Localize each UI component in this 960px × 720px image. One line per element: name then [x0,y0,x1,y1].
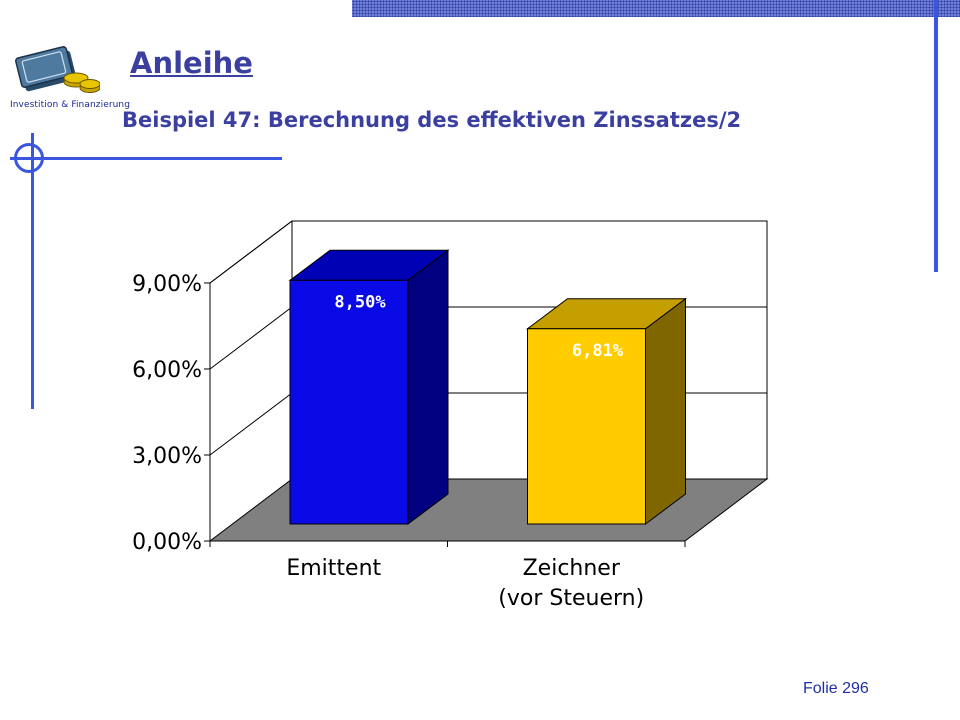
bar-side-0 [407,249,449,525]
bar-0 [289,279,409,525]
money-stack-icon [15,46,100,93]
y-tick-label-3: 9,00% [132,272,202,297]
top-decorative-band [352,0,960,17]
left-vertical-line [31,133,34,409]
bar-1 [527,328,646,525]
data-label-1: 6,81% [572,341,624,361]
slide-title: Anleihe [130,46,253,80]
y-tick-label-0: 0,00% [132,530,202,555]
x-category-label-1-0: Zeichner [523,556,621,581]
y-tick-label-2: 6,00% [132,358,202,383]
y-tick-label-1: 3,00% [132,444,202,469]
right-vertical-line [934,0,938,272]
slide-subtitle: Beispiel 47: Berechnung des effektiven Z… [122,108,742,132]
slide-number: Folie 296 [803,680,869,697]
bar-side-1 [645,297,686,525]
y-axis-top-edge [209,220,293,284]
brand-caption: Investition & Finanzierung [10,100,131,110]
header-horizontal-line [10,157,282,160]
x-category-label-1-1: (vor Steuern) [498,586,644,611]
crosshair-circle [14,143,44,173]
data-label-0: 8,50% [334,292,386,312]
x-category-label-0-0: Emittent [286,556,381,581]
